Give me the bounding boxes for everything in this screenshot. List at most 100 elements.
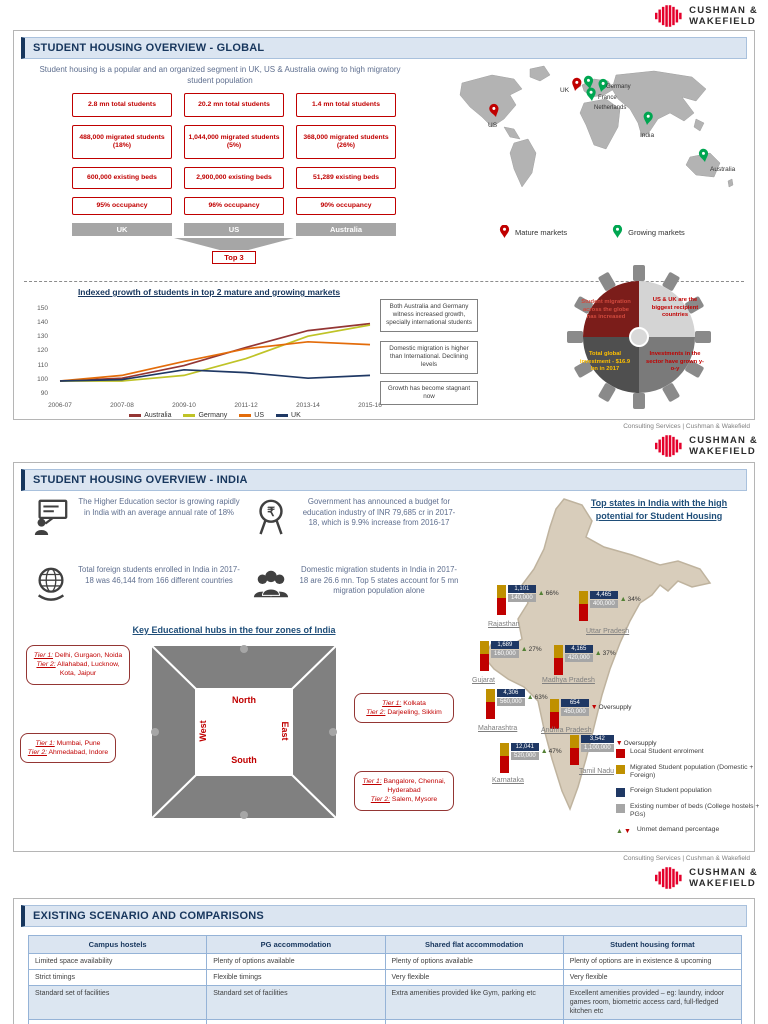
map-label-india: India	[640, 132, 654, 139]
brand-line1: CUSHMAN &	[689, 434, 758, 446]
presentation-icon	[34, 499, 68, 535]
y-tick: 150	[37, 305, 48, 312]
gear-text-growth: Investments in the sector have grown y-o…	[646, 351, 704, 373]
zone-west-label: West	[198, 720, 208, 742]
slide-footer: Consulting Services | Cushman & Wakefiel…	[623, 423, 750, 430]
cell: Excellent amenities provided – eg: laund…	[562, 985, 743, 1021]
green-pin-icon	[613, 225, 623, 238]
brand-text: CUSHMAN & WAKEFIELD	[689, 435, 758, 458]
rupee-badge-icon: ₹	[259, 499, 283, 535]
brand-text: CUSHMAN & WAKEFIELD	[689, 5, 758, 28]
gold-swatch-icon	[616, 765, 625, 774]
stacked-bar	[554, 645, 563, 675]
svg-text:₹: ₹	[267, 505, 275, 519]
tier2-cities: Allahabad, Lucknow, Kota, Jaipur	[57, 661, 120, 678]
gear-text-recipients: US & UK are the biggest recipient countr…	[651, 297, 699, 319]
fact-budget: ₹ Government has announced a budget for …	[252, 497, 460, 535]
gray-swatch-icon	[616, 803, 625, 813]
map-pin-france	[586, 87, 596, 101]
up-down-arrows-icon: ▲▼	[616, 826, 632, 837]
state-cluster-uttar-pradesh: 4,465 400,000 ▲ 34%	[579, 591, 641, 621]
series-australia	[59, 322, 371, 382]
stacked-bar	[500, 743, 509, 773]
tier1-cities: Bangalore, Chennai, Hyderabad	[383, 778, 446, 795]
tier1-label: Tier 1:	[33, 652, 54, 659]
legend-australia: Australia	[129, 412, 171, 419]
cell: Limited space availability	[27, 952, 208, 971]
down-arrow-icon: ▼	[623, 827, 632, 835]
hub-south: Tier 1: Bangalore, Chennai, Hyderabad Ti…	[354, 771, 454, 811]
foreign-count: 4,306	[497, 689, 525, 697]
map-label-france: France	[598, 95, 617, 101]
legend-swatch-icon	[239, 414, 252, 417]
foreign-count: 1,101	[508, 585, 536, 593]
navy-swatch-icon	[616, 787, 625, 797]
x-tick: 2009-10	[172, 402, 196, 409]
beds-count: 1,100,000	[581, 744, 614, 752]
map-pin-australia	[698, 148, 709, 162]
stacked-bar	[480, 641, 489, 671]
legend-mature-label: Mature markets	[515, 227, 568, 237]
series-uk	[59, 368, 371, 382]
hub-west: Tier 1: Mumbai, Pune Tier 2: Ahmedabad, …	[20, 733, 116, 764]
slide-global-title: STUDENT HOUSING OVERVIEW - GLOBAL	[33, 42, 265, 54]
beds-count: 560,000	[497, 698, 525, 706]
tier2-cities: Salem, Mysore	[391, 796, 438, 804]
zones-frame	[148, 642, 340, 822]
foreign-count: 4,465	[590, 591, 618, 599]
cell: Plenty of options are in existence & upc…	[562, 952, 743, 971]
cell: Standard set of facilities	[27, 985, 208, 1021]
cw-logo-icon	[655, 435, 682, 457]
world-map-legend: Mature markets Growing markets	[499, 225, 685, 239]
beds-count: 420,000	[565, 654, 593, 662]
state-label-madhya-pradesh: Madhya Pradesh	[542, 677, 595, 684]
y-tick: 100	[37, 375, 48, 383]
demand-arrow-icon: ▲	[537, 590, 545, 597]
foreign-count: 12,041	[511, 743, 539, 751]
state-label-rajasthan: Rajasthan	[488, 621, 520, 628]
series-us	[59, 340, 371, 382]
demand-value: 37%	[602, 650, 616, 657]
y-tick: 120	[37, 347, 48, 355]
stat-us-total: 20.2 mn total students	[184, 93, 284, 117]
y-tick: 140	[37, 319, 48, 327]
beds-count: 450,000	[561, 708, 589, 716]
gear-text-investment: Total global investment - $16.9 bn in 20…	[579, 351, 631, 373]
cell: Very flexible	[562, 969, 743, 987]
zone-south-label: South	[231, 755, 257, 765]
fact-text: Government has announced a budget for ed…	[302, 497, 456, 528]
market-bar-us: US	[184, 223, 284, 236]
state-cluster-madhya-pradesh: 4,165 420,000 ▲ 37%	[554, 645, 616, 675]
state-label-tamil-nadu: Tamil Nadu	[579, 768, 615, 775]
legend-label: Unmet demand percentage	[636, 825, 720, 833]
stat-us-occupancy: 96% occupancy	[184, 197, 284, 215]
map-pin-india	[643, 111, 653, 125]
gear-icon	[567, 265, 711, 409]
map-pin-germany	[598, 78, 608, 92]
tier1-label: Tier 1:	[382, 700, 402, 707]
fact-higher-education: The Higher Education sector is growing r…	[32, 497, 240, 535]
top3-badge: Top 3	[212, 251, 256, 264]
col-pg-accommodation: PG accommodation	[206, 935, 386, 954]
stacked-bar	[579, 591, 588, 621]
stat-au-migrated: 368,000 migrated students (26%)	[296, 125, 396, 159]
table-row: High security Inadequate security Limite…	[27, 1019, 743, 1024]
gear-text-migration: Student migration across the globe has i…	[581, 299, 631, 321]
zone-north-label: North	[232, 695, 256, 705]
chart-callout-3: Growth has become stagnant now	[380, 381, 478, 406]
map-pin-netherlands	[583, 75, 594, 89]
cell: Plenty of options available	[384, 952, 564, 971]
stacked-bar	[486, 689, 495, 719]
stacked-bar	[550, 699, 559, 729]
growth-chart-yaxis: 150 140 130 120 110 100 90	[28, 305, 48, 397]
y-tick: 110	[37, 361, 48, 369]
state-label-karnataka: Karnataka	[492, 777, 524, 784]
market-bar-uk: UK	[72, 223, 172, 236]
tier1-cities: Kolkata	[403, 700, 426, 707]
map-pin-us	[489, 103, 499, 117]
demand-value: Oversupply	[598, 704, 632, 711]
legend-local-enrolment: Local Student enrolment	[616, 748, 764, 758]
demand-arrow-icon: ▲	[594, 650, 602, 657]
slide-comparisons-titlebar: EXISTING SCENARIO AND COMPARISONS	[21, 905, 747, 927]
cell: Standard set of facilities	[206, 985, 386, 1021]
